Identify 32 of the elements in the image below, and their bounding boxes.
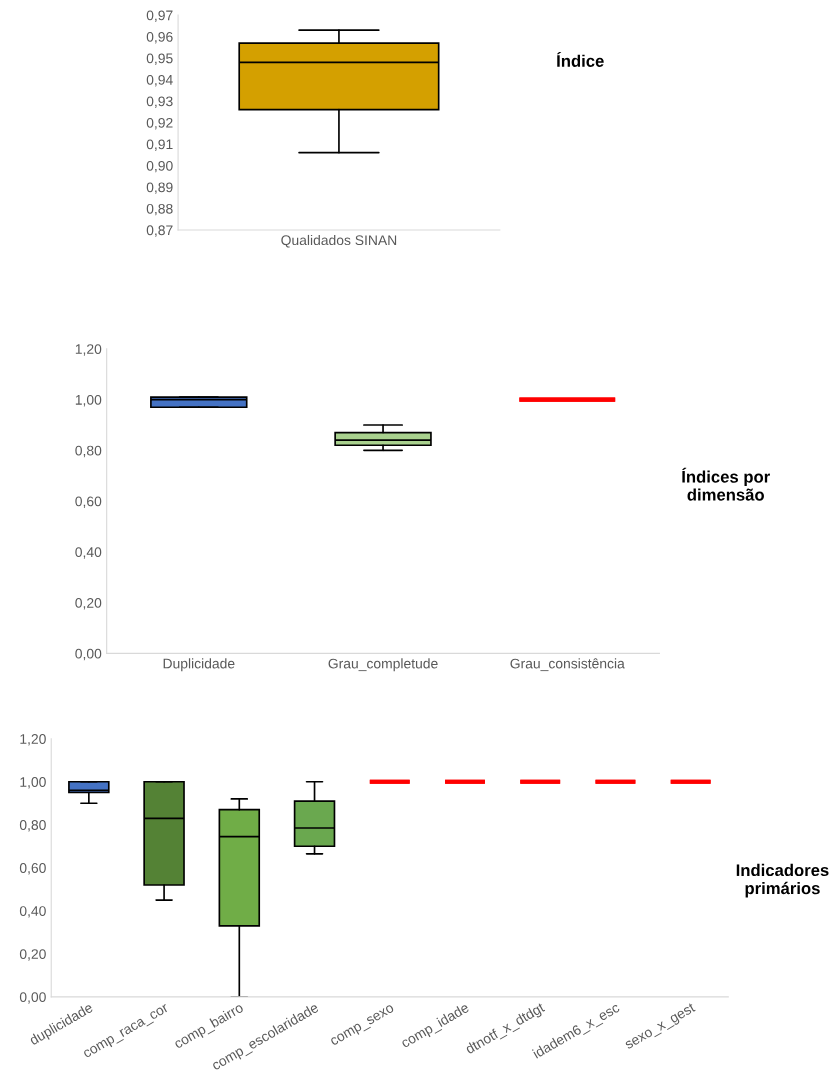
y-tick-label: 0,95 <box>146 53 173 65</box>
x-tick-label: Grau_consistência <box>510 658 625 672</box>
y-tick-label: 0,97 <box>146 10 173 22</box>
y-tick-label: 0,60 <box>19 863 46 875</box>
x-tick-label: Qualidados SINAN <box>281 234 397 248</box>
y-tick-label: 0,80 <box>75 445 102 458</box>
y-tick-label: 0,80 <box>19 820 46 832</box>
x-tick-label: Duplicidade <box>163 658 235 672</box>
y-tick-label: 0,20 <box>75 597 102 610</box>
y-tick-label: 0,88 <box>146 203 173 216</box>
y-tick-label: 1,00 <box>20 777 46 789</box>
y-tick-label: 0,94 <box>146 74 173 87</box>
y-tick-label: 0,89 <box>146 182 173 194</box>
y-tick-label: 0,00 <box>75 648 102 661</box>
text: Índices por dimensão <box>682 467 770 501</box>
y-tick-label: 0,96 <box>146 31 173 44</box>
y-tick-label: 0,40 <box>19 906 46 918</box>
y-tick-label: 0,93 <box>146 96 173 108</box>
y-tick-label: 0,60 <box>75 496 102 508</box>
y-tick-label: 1,20 <box>75 344 102 356</box>
x-tick-label: Grau_completude <box>328 658 438 672</box>
y-tick-label: 0,91 <box>146 139 173 151</box>
y-tick-label: 0,20 <box>19 949 46 961</box>
y-tick-label: 0,87 <box>146 225 173 237</box>
y-tick-label: 0,92 <box>146 117 173 130</box>
y-tick-label: 1,20 <box>20 734 46 746</box>
y-tick-label: 0,90 <box>146 160 173 173</box>
y-tick-label: 0,00 <box>19 992 46 1004</box>
y-tick-label: 0,40 <box>75 547 102 559</box>
y-tick-label: 1,00 <box>75 394 102 407</box>
text: Indicadores primários <box>736 863 829 898</box>
text: Índice <box>557 51 604 67</box>
